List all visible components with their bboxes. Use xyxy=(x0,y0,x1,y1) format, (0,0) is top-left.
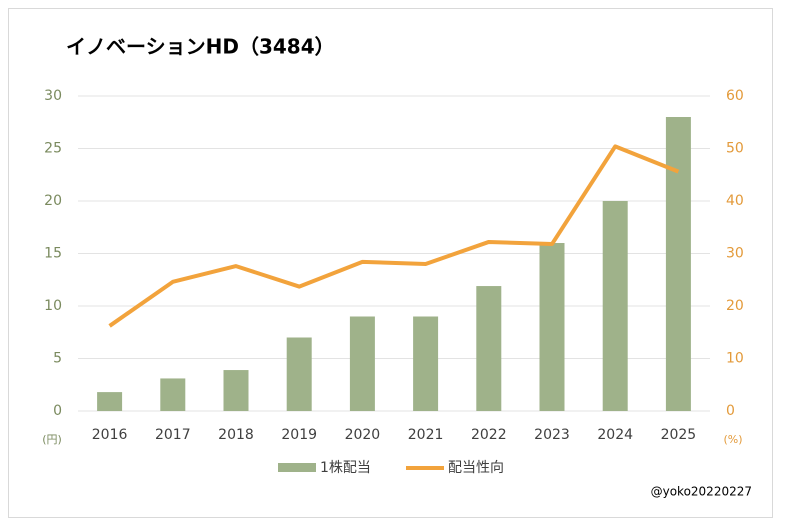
y2-axis-unit: (%) xyxy=(723,433,742,446)
y-tick-label: 0 xyxy=(53,403,62,419)
y-tick-label: 30 xyxy=(44,88,62,104)
y2-tick-label: 50 xyxy=(726,141,744,157)
y2-tick-label: 20 xyxy=(726,298,744,314)
bar xyxy=(286,337,312,411)
y2-tick-label: 0 xyxy=(726,403,735,419)
y-tick-label: 20 xyxy=(44,193,62,209)
y2-tick-label: 10 xyxy=(726,351,744,367)
x-tick-label: 2020 xyxy=(345,427,381,443)
bar xyxy=(665,117,691,411)
x-tick-label: 2018 xyxy=(218,427,254,443)
legend-label: 配当性向 xyxy=(448,460,504,476)
y-tick-label: 15 xyxy=(44,246,62,262)
x-tick-label: 2025 xyxy=(661,427,697,443)
x-tick-label: 2017 xyxy=(155,427,191,443)
bar xyxy=(160,378,186,411)
x-tick-label: 2016 xyxy=(92,427,128,443)
bar xyxy=(602,201,628,411)
y2-tick-label: 30 xyxy=(726,246,744,262)
x-tick-label: 2019 xyxy=(281,427,317,443)
watermark: @yoko20220227 xyxy=(651,485,752,499)
x-tick-label: 2024 xyxy=(597,427,633,443)
y-tick-label: 25 xyxy=(44,141,62,157)
x-tick-label: 2023 xyxy=(534,427,570,443)
bar xyxy=(97,392,123,411)
y2-tick-label: 40 xyxy=(726,193,744,209)
bar xyxy=(476,286,502,411)
bar xyxy=(349,316,375,411)
y-tick-label: 10 xyxy=(44,298,62,314)
chart-title: イノベーションHD（3484） xyxy=(66,35,335,59)
line xyxy=(108,144,680,328)
y2-tick-label: 60 xyxy=(726,88,744,104)
legend-label: 1株配当 xyxy=(320,460,371,476)
x-tick-label: 2021 xyxy=(408,427,444,443)
y-axis-unit: (円) xyxy=(42,433,62,446)
bar xyxy=(413,316,439,411)
legend-swatch xyxy=(278,463,316,472)
bar xyxy=(539,243,565,411)
y-tick-label: 5 xyxy=(53,351,62,367)
bar xyxy=(223,370,249,411)
x-tick-label: 2022 xyxy=(471,427,507,443)
